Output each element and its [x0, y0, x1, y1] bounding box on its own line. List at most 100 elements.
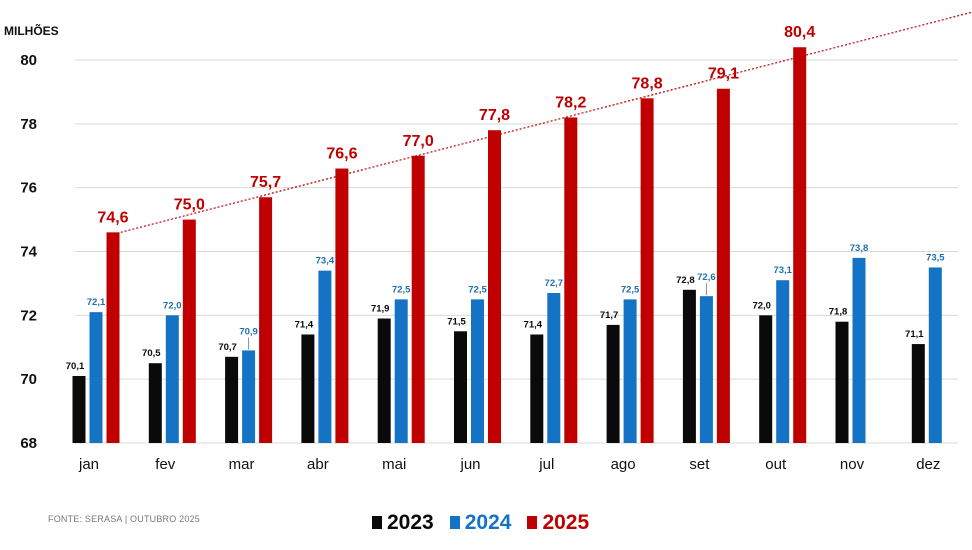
- legend-item-2023: 2023: [372, 512, 434, 533]
- data-label-2024-jul: 72,7: [545, 278, 564, 289]
- bar-2024-mar: [242, 350, 256, 443]
- legend-label-2023: 2023: [387, 510, 434, 534]
- y-tick-label-68: 68: [20, 435, 37, 452]
- y-tick-label-72: 72: [20, 307, 37, 324]
- bar-2023-fev: [148, 363, 162, 443]
- legend-item-2024: 2024: [449, 510, 512, 534]
- x-tick-label-abr: abr: [307, 456, 329, 473]
- data-label-2024-fev: 72,0: [163, 300, 182, 311]
- y-tick-label-78: 78: [20, 116, 37, 133]
- data-label-2023-dez: 71,1: [905, 329, 924, 340]
- source-note: FONTE: SERASA | OUTUBRO 2025: [48, 514, 200, 524]
- x-tick-label-jun: jun: [459, 456, 480, 473]
- data-label-2025-mai: 77,0: [403, 133, 434, 150]
- bar-2024-nov: [852, 257, 866, 443]
- bar-2025-mai: [411, 155, 425, 443]
- data-label-2024-abr: 73,4: [316, 256, 335, 267]
- data-label-2024-set: 72,6: [697, 272, 716, 283]
- data-label-2025-ago: 78,8: [632, 75, 663, 92]
- data-label-2025-abr: 76,6: [326, 146, 357, 163]
- y-tick-label-80: 80: [20, 52, 37, 69]
- data-label-2023-out: 72,0: [752, 300, 771, 311]
- data-label-2024-mar: 70,9: [239, 326, 258, 337]
- x-tick-label-mai: mai: [382, 456, 406, 473]
- legend-item-2025: 2025: [527, 512, 589, 533]
- legend-swatch-2024: [449, 515, 460, 529]
- bar-2025-jan: [106, 232, 120, 443]
- bar-2023-jul: [530, 334, 544, 443]
- y-tick-label-70: 70: [20, 371, 37, 388]
- bar-2023-jan: [72, 375, 86, 443]
- bar-2025-out: [793, 47, 807, 443]
- bar-2023-out: [759, 315, 773, 443]
- x-tick-label-out: out: [765, 456, 787, 473]
- x-tick-label-set: set: [689, 456, 710, 473]
- legend: 2023 2024 2025: [372, 508, 589, 536]
- bar-2024-jun: [471, 299, 484, 443]
- bar-2024-dez: [928, 267, 942, 443]
- legend-label-2024: 2024: [464, 510, 512, 534]
- bar-2025-fev: [182, 219, 196, 443]
- bar-2025-ago: [640, 98, 654, 444]
- data-label-2024-jan: 72,1: [87, 297, 106, 308]
- data-label-2023-nov: 71,8: [829, 307, 848, 318]
- data-label-2023-jun: 71,5: [447, 316, 466, 327]
- bar-2023-abr: [301, 334, 315, 443]
- y-tick-label-74: 74: [20, 244, 37, 261]
- x-tick-label-ago: ago: [611, 456, 636, 473]
- unit-label: MILHÕES: [4, 23, 59, 38]
- data-label-2025-set: 79,1: [708, 66, 739, 83]
- data-label-2025-jun: 77,8: [479, 107, 510, 124]
- bar-2024-ago: [623, 299, 637, 443]
- bar-2023-jun: [454, 331, 467, 443]
- legend-swatch-2025: [527, 515, 538, 529]
- data-label-2024-nov: 73,8: [850, 243, 869, 254]
- bar-2023-ago: [606, 324, 620, 443]
- data-label-2023-set: 72,8: [676, 275, 695, 286]
- x-tick-label-fev: fev: [155, 456, 176, 473]
- legend-label-2025: 2025: [542, 510, 590, 534]
- trendline-2025: [112, 11, 972, 235]
- bar-2023-set: [682, 289, 696, 443]
- bar-2025-jul: [564, 117, 578, 443]
- x-tick-label-nov: nov: [840, 456, 865, 473]
- data-label-2023-mar: 70,7: [218, 342, 237, 353]
- bar-2024-out: [776, 280, 790, 443]
- data-label-2023-mai: 71,9: [371, 304, 390, 315]
- bar-2024-mai: [394, 299, 408, 443]
- y-tick-label-76: 76: [20, 180, 37, 197]
- data-label-2023-jul: 71,4: [524, 319, 543, 330]
- data-label-2025-mar: 75,7: [250, 174, 281, 191]
- bar-2025-jun: [488, 130, 501, 443]
- x-tick-label-jul: jul: [538, 456, 554, 473]
- bar-2023-nov: [835, 321, 849, 443]
- data-label-2023-abr: 71,4: [295, 319, 314, 330]
- bar-2023-mai: [377, 318, 391, 443]
- bar-2025-abr: [335, 168, 349, 443]
- data-label-2024-dez: 73,5: [926, 252, 945, 263]
- data-label-2024-jun: 72,5: [468, 284, 487, 295]
- x-tick-label-dez: dez: [916, 456, 940, 473]
- bar-2023-dez: [911, 344, 925, 443]
- data-label-2023-fev: 70,5: [142, 348, 161, 359]
- data-label-2024-mai: 72,5: [392, 284, 411, 295]
- data-label-2024-ago: 72,5: [621, 284, 640, 295]
- bar-2025-mar: [259, 197, 273, 443]
- data-label-2023-jan: 70,1: [66, 361, 85, 372]
- x-tick-label-mar: mar: [229, 456, 255, 473]
- legend-swatch-2023: [372, 515, 382, 529]
- bar-2024-set: [699, 296, 713, 443]
- data-label-2025-out: 80,4: [784, 24, 815, 41]
- bar-chart: MILHÕES 68 70 72 74 76 78 80 70,1 72,1 74,6 jan 70,5…: [4, 11, 972, 473]
- bar-2024-abr: [318, 270, 332, 443]
- data-label-2023-ago: 71,7: [600, 310, 619, 321]
- data-label-2024-out: 73,1: [773, 265, 792, 276]
- bar-2025-set: [716, 88, 730, 443]
- x-tick-label-jan: jan: [78, 456, 99, 473]
- bar-2024-jan: [89, 312, 103, 443]
- bar-2024-jul: [547, 292, 561, 443]
- bar-2023-mar: [225, 356, 239, 443]
- data-label-2025-fev: 75,0: [174, 197, 205, 214]
- data-label-2025-jul: 78,2: [555, 94, 586, 111]
- bar-2024-fev: [165, 315, 179, 443]
